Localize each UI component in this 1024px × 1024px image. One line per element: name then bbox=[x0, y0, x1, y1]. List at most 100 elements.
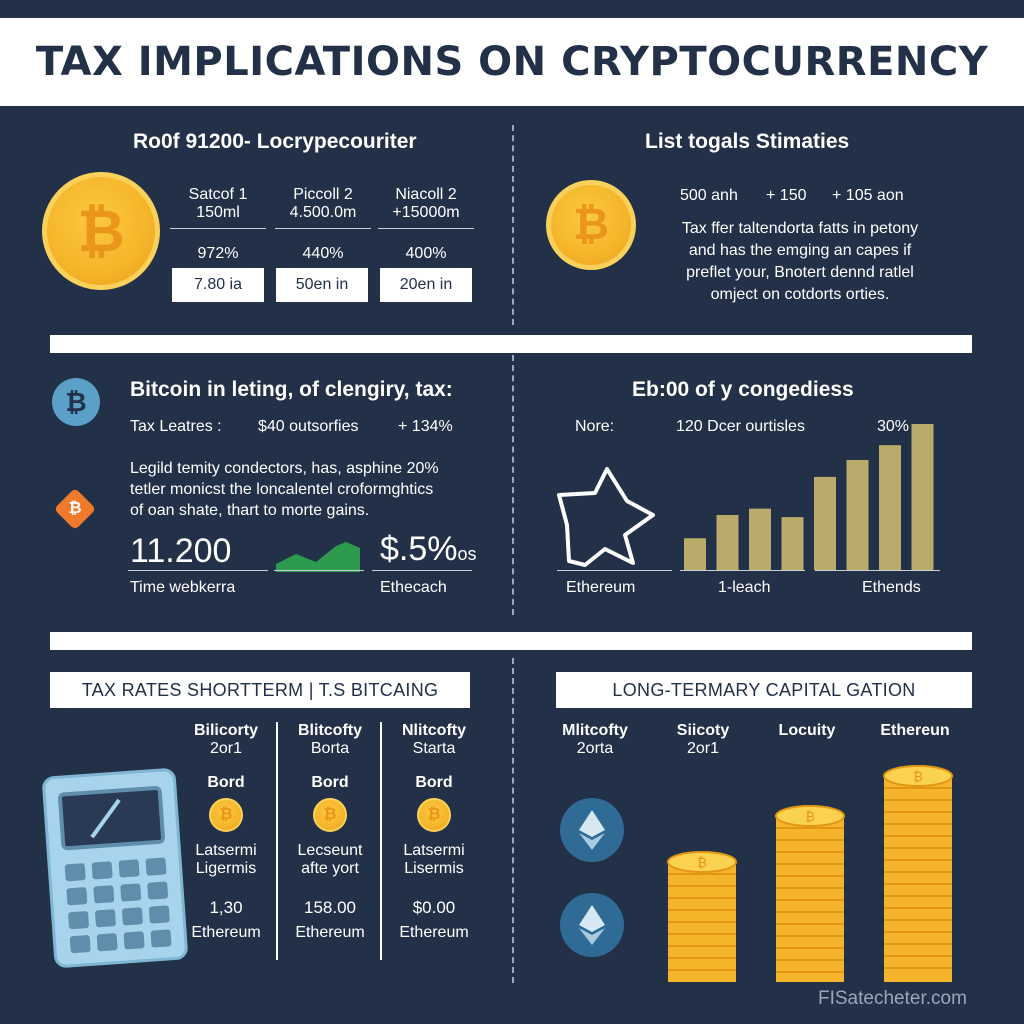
column-desc: Latsermi bbox=[403, 842, 465, 859]
orange-diamond-glyph: ₿ bbox=[68, 500, 82, 517]
column-separator bbox=[276, 722, 278, 960]
top-left-column-1: Satcof 1 150ml 972% bbox=[170, 186, 266, 263]
mid-left-body: Legild temity condectors, has, asphine 2… bbox=[130, 458, 439, 521]
column-sub: 2or1 bbox=[686, 740, 720, 757]
title-banner: TAX IMPLICATIONS ON CRYPTOCURRENCY bbox=[0, 18, 1024, 106]
svg-text:₿: ₿ bbox=[913, 770, 923, 785]
top-right-stat-1: 500 anh bbox=[680, 187, 738, 204]
body-line: preflet your, Bnotert dennd ratlel bbox=[686, 264, 914, 281]
label-right: Ethecach bbox=[380, 579, 447, 596]
long-term-column-3: Locuity bbox=[762, 722, 852, 740]
mid-left-heading: Bitcoin in leting, of clengiry, tax: bbox=[130, 378, 453, 401]
underline-left bbox=[128, 570, 268, 571]
column-desc: Latsermi bbox=[195, 842, 257, 859]
underline-right bbox=[372, 570, 472, 571]
column-percent: 400% bbox=[405, 245, 447, 262]
top-left-column-2: Piccoll 2 4.500.0m 440% bbox=[275, 186, 371, 263]
bar-chart bbox=[684, 424, 934, 570]
column-name: Piccoll 2 bbox=[293, 186, 353, 203]
column-label: Bord bbox=[207, 774, 245, 791]
column-desc: Ligermis bbox=[195, 860, 257, 877]
bar-1 bbox=[684, 538, 706, 570]
big-number-right: $.5% bbox=[380, 530, 458, 568]
long-term-column-1: Mlitcofty 2orta bbox=[550, 722, 640, 758]
column-desc: afte yort bbox=[301, 860, 359, 877]
value-box-1: 7.80 ia bbox=[172, 268, 264, 302]
body-line: and has the emging an capes if bbox=[688, 242, 912, 259]
chart-baseline-right bbox=[815, 570, 940, 571]
short-term-column-2: Blitcofty Borta Bord ₿ Lecseunt afte yor… bbox=[280, 722, 380, 942]
horizontal-divider-2 bbox=[50, 632, 972, 650]
column-desc: Lecseunt bbox=[297, 842, 363, 859]
chart-label-3: Ethends bbox=[862, 579, 921, 596]
top-right-heading: List togals Stimaties bbox=[645, 130, 850, 153]
row-percent: 30% bbox=[877, 418, 910, 435]
long-term-column-4: Ethereun bbox=[870, 722, 960, 740]
vertical-divider-mid bbox=[512, 355, 514, 615]
bar-7 bbox=[879, 445, 901, 570]
chart-baseline-mid bbox=[680, 570, 805, 571]
body-line: Tax ffer taltendorta fatts in petony bbox=[681, 220, 919, 237]
underline-mid bbox=[274, 570, 364, 571]
column-label: Bord bbox=[311, 774, 349, 791]
top-left-heading: Ro0f 91200- Locrypecouriter bbox=[133, 130, 417, 153]
bar-8 bbox=[911, 424, 934, 570]
column-coin: Ethereum bbox=[191, 924, 261, 941]
big-number-right-group: $.5%os bbox=[380, 530, 477, 569]
star-arrow-icon bbox=[557, 467, 655, 567]
mini-green-area-chart bbox=[276, 542, 360, 572]
long-term-tab: LONG-TERMARY CAPITAL GATION bbox=[556, 672, 972, 708]
coin-stack-icon: ₿ bbox=[883, 765, 953, 982]
column-name: Mlitcofty bbox=[562, 722, 628, 739]
bar-6 bbox=[846, 459, 869, 570]
svg-text:₿: ₿ bbox=[697, 856, 707, 871]
bitcoin-coin-icon: ₿ bbox=[313, 798, 347, 832]
column-sub: Starta bbox=[412, 740, 456, 757]
bitcoin-coin-icon: ₿ bbox=[417, 798, 451, 832]
column-name: Bilicorty bbox=[193, 722, 258, 739]
column-name: Nlitcofty bbox=[402, 722, 466, 739]
body-line: omject on cotdorts orties. bbox=[710, 286, 890, 303]
column-desc: Lisermis bbox=[404, 860, 464, 877]
vertical-divider-top bbox=[512, 125, 514, 325]
coin-stack-icon: ₿ bbox=[775, 805, 845, 982]
column-percent: 972% bbox=[197, 245, 239, 262]
body-line: Legild temity condectors, has, asphine 2… bbox=[130, 460, 439, 477]
column-value: 1,30 bbox=[209, 898, 243, 917]
horizontal-divider-1 bbox=[50, 335, 972, 353]
watermark: FISatecheter.com bbox=[818, 988, 967, 1009]
body-line: tetler monicst the loncalentel croformgh… bbox=[130, 481, 434, 498]
calculator-icon bbox=[41, 767, 189, 969]
ethereum-icon bbox=[560, 893, 624, 957]
chart-label-2: 1-leach bbox=[718, 579, 771, 596]
top-right-stat-2: + 150 bbox=[766, 187, 807, 204]
bitcoin-coin-icon: ₿ bbox=[209, 798, 243, 832]
row-value: 120 Dcer ourtisles bbox=[676, 418, 805, 435]
ethereum-icon bbox=[560, 798, 624, 862]
long-term-column-2: Siicoty 2or1 bbox=[658, 722, 748, 758]
value-box-2: 50en in bbox=[276, 268, 368, 302]
short-term-column-3: Nlitcofty Starta Bord ₿ Latsermi Lisermi… bbox=[384, 722, 484, 942]
bar-3 bbox=[749, 508, 771, 570]
top-left-column-3: Niacoll 2 +15000m 400% bbox=[378, 186, 474, 263]
column-coin: Ethereum bbox=[399, 924, 469, 941]
bitcoin-badge-icon: ₿ bbox=[52, 378, 100, 426]
label-left: Time webkerra bbox=[130, 579, 236, 596]
big-number-left: 11.200 bbox=[130, 532, 232, 570]
column-sub: +15000m bbox=[378, 204, 474, 229]
bitcoin-coin-icon: ₿ bbox=[546, 180, 636, 270]
big-number-right-suffix: os bbox=[457, 544, 477, 564]
page-title: TAX IMPLICATIONS ON CRYPTOCURRENCY bbox=[35, 39, 989, 85]
svg-text:₿: ₿ bbox=[805, 810, 815, 825]
chart-label-1: Ethereum bbox=[566, 579, 636, 596]
mid-right-heading: Eb:00 of y congediess bbox=[632, 378, 854, 401]
column-sub: 150ml bbox=[170, 204, 266, 229]
value-box-3: 20en in bbox=[380, 268, 472, 302]
column-sub: Borta bbox=[310, 740, 350, 757]
column-name: Satcof 1 bbox=[188, 186, 248, 203]
bar-2 bbox=[716, 514, 739, 570]
top-right-body: Tax ffer taltendorta fatts in petony and… bbox=[650, 218, 950, 306]
column-sub: 4.500.0m bbox=[275, 204, 371, 229]
short-term-tab: TAX RATES SHORTTERM | T.S BITCAING bbox=[50, 672, 470, 708]
row-label: Nore: bbox=[575, 418, 615, 435]
